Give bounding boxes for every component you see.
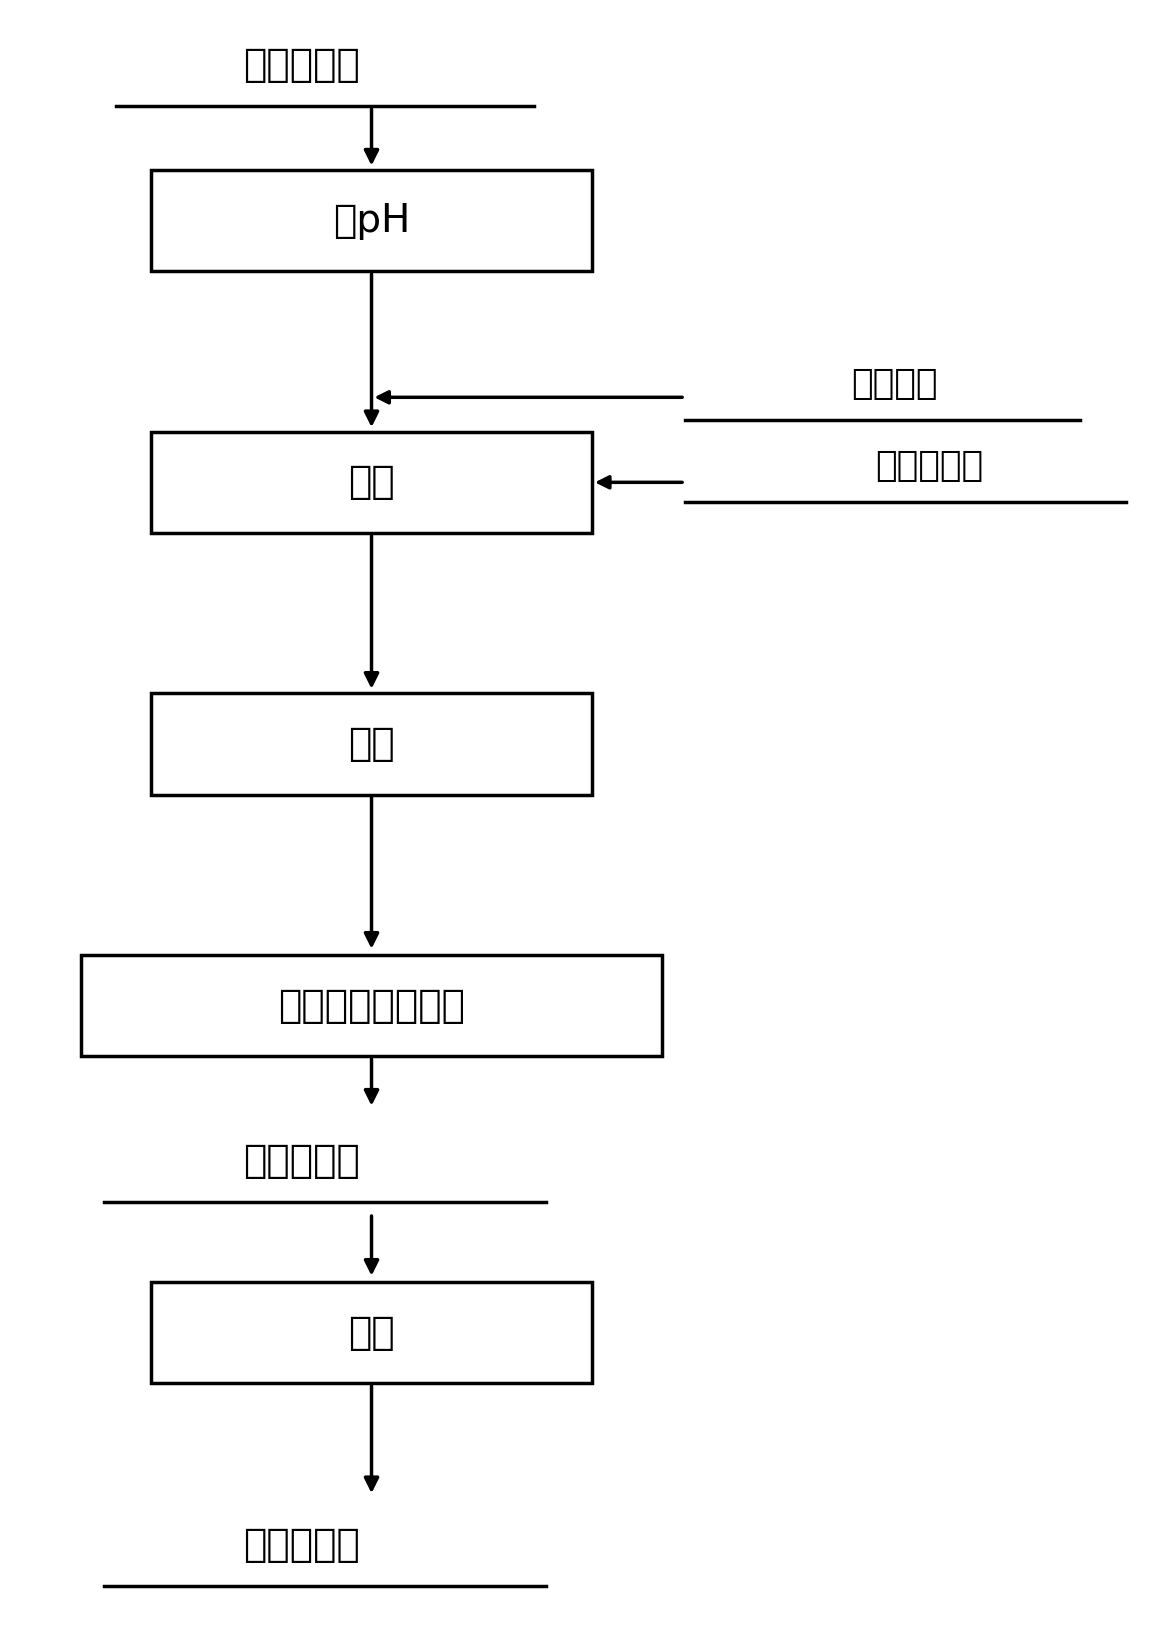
- Text: 过滤、洗涤、干燥: 过滤、洗涤、干燥: [277, 986, 466, 1025]
- Text: 聚乙二醇: 聚乙二醇: [851, 368, 937, 401]
- Text: 调pH: 调pH: [333, 201, 410, 240]
- Bar: [151, 170, 592, 271]
- Bar: [151, 432, 592, 533]
- Text: 草酸钠溶液: 草酸钠溶液: [874, 450, 983, 482]
- Bar: [81, 955, 662, 1056]
- Text: 氧化钪粉末: 氧化钪粉末: [244, 1525, 360, 1565]
- Bar: [151, 1282, 592, 1383]
- Text: 陈化: 陈化: [348, 724, 395, 764]
- Text: 草酸钪粉末: 草酸钪粉末: [244, 1141, 360, 1180]
- Text: 氯化钪溶液: 氯化钪溶液: [244, 46, 360, 85]
- Bar: [151, 693, 592, 795]
- Text: 搅拌: 搅拌: [348, 463, 395, 502]
- Text: 煅烧: 煅烧: [348, 1313, 395, 1352]
